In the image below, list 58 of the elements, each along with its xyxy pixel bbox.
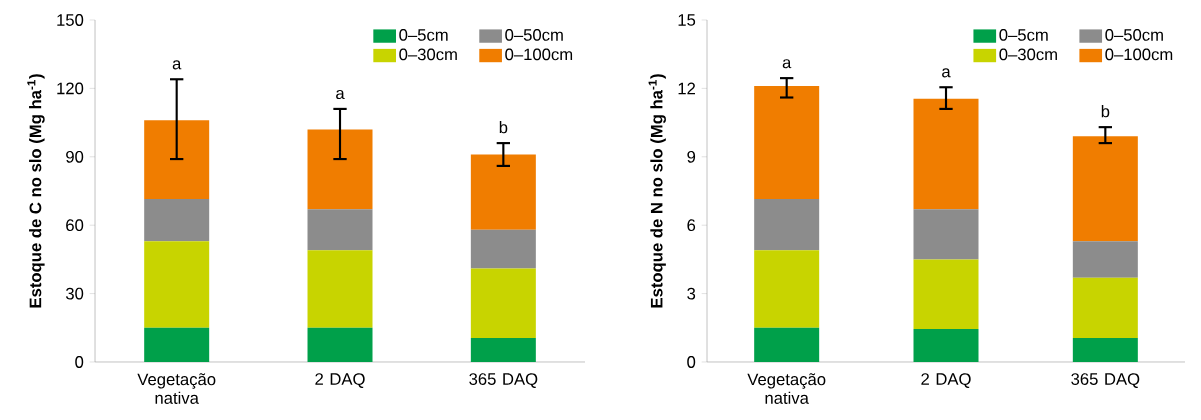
bar [307,327,373,362]
bar [144,241,210,328]
legend-label: 0–100cm [1105,48,1173,61]
bar [470,338,536,362]
bar [754,250,820,328]
bar [913,328,979,362]
y-tick-label: 12 [678,82,696,95]
bar [144,198,210,242]
y-tick-label: 3 [687,287,696,300]
bar [1072,241,1138,278]
y-tick-label: 0 [75,356,84,368]
legend-label: 0–5cm [399,29,448,41]
legend-label: 0–30cm [999,48,1057,61]
bar [754,86,820,199]
y-tick-label: 0 [687,356,696,368]
annotation: a [336,89,345,100]
bar [1072,136,1138,242]
bar [470,229,536,269]
bar [1072,338,1138,362]
bar [913,98,979,210]
legend-label: 0–5cm [999,29,1048,41]
annotation: a [172,60,182,70]
bar [307,129,373,210]
legend-label: 0–100cm [505,48,573,61]
bar [913,209,979,260]
x-tick-label: 365 DAQ [1071,373,1140,388]
y-axis-title: Estoque de N no slo (Mg ha$^{-1}$) [648,74,666,308]
bar [470,154,536,230]
bar [754,327,820,362]
y-tick-label: 15 [678,14,696,26]
annotation: b [1101,105,1110,118]
x-tick-label: 2 DAQ [921,373,971,388]
y-axis-title: Estoque de C no slo (Mg ha$^{-1}$) [27,74,45,308]
annotation: a [782,59,792,69]
x-tick-label: 2 DAQ [315,373,365,388]
bar [144,327,210,362]
annotation: a [942,68,951,78]
legend-label: 0–50cm [1105,29,1163,41]
legend-label: 0–50cm [505,29,563,41]
annotation: b [499,121,508,134]
y-tick-label: 90 [66,150,84,163]
bar [307,250,373,328]
y-tick-label: 150 [57,14,84,26]
y-tick-label: 120 [57,82,84,95]
bar [1072,277,1138,339]
x-tick-label: Vegetação nativa [747,373,826,404]
bar [144,120,210,199]
y-tick-label: 6 [687,219,696,232]
bar [913,259,979,329]
bar [470,268,536,339]
bar [307,209,373,251]
legend-label: 0–30cm [399,48,457,61]
y-tick-label: 60 [66,219,84,232]
bar [754,198,820,251]
x-tick-label: Vegetação nativa [137,373,216,404]
y-tick-label: 9 [687,150,696,163]
x-tick-label: 365 DAQ [469,373,538,388]
y-tick-label: 30 [65,287,84,300]
